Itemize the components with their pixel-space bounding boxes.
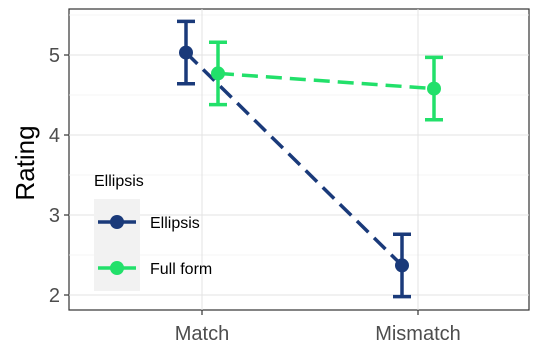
- y-tick-label: 4: [49, 125, 60, 147]
- legend-key-point: [110, 215, 124, 229]
- legend-key-background: [94, 199, 140, 291]
- series-line: [217, 71, 435, 91]
- panel-border: [68, 8, 530, 311]
- y-tick-label: 2: [49, 285, 60, 307]
- series-ellipsis: [177, 19, 411, 299]
- series-line: [184, 51, 404, 267]
- data-point: [427, 81, 441, 96]
- legend-label: Full form: [150, 261, 212, 278]
- legend: Ellipsis Ellipsis Full form: [94, 173, 212, 291]
- y-tick-label: 5: [49, 45, 60, 67]
- legend-key-point: [110, 261, 124, 275]
- data-point: [179, 45, 193, 60]
- y-axis: 2 3 4 5: [49, 45, 69, 307]
- y-axis-title: Rating: [10, 125, 40, 200]
- data-point: [395, 258, 409, 273]
- series-layer: [177, 19, 443, 299]
- data-point: [211, 66, 225, 81]
- legend-label: Ellipsis: [150, 215, 200, 232]
- x-tick-label: Match: [175, 323, 229, 345]
- series-full-form: [209, 40, 443, 122]
- y-tick-label: 3: [49, 205, 60, 227]
- grid-lines: [69, 9, 529, 310]
- x-tick-label: Mismatch: [375, 323, 461, 345]
- x-axis: Match Mismatch: [175, 310, 461, 345]
- legend-title: Ellipsis: [94, 173, 144, 190]
